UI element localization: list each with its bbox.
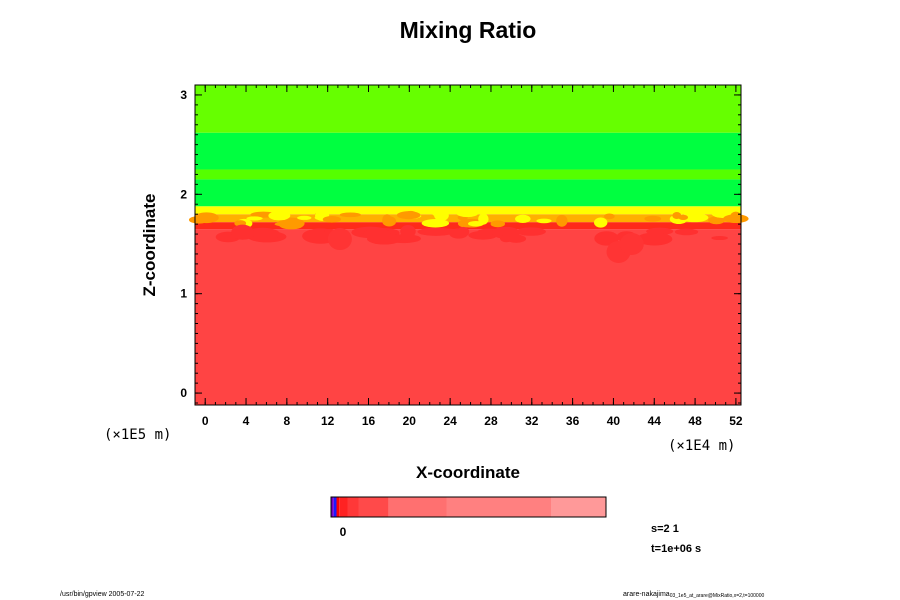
interface-eddy	[711, 236, 728, 241]
interface-eddy	[322, 216, 341, 223]
interface-eddy	[636, 232, 673, 246]
field-layer	[195, 132, 741, 170]
y-axis-label: Z-coordinate	[140, 194, 159, 297]
interface-eddy	[339, 212, 361, 218]
interface-eddy	[457, 219, 472, 228]
y-tick-label: 0	[180, 386, 187, 400]
interface-eddy	[274, 221, 296, 227]
interface-eddy	[194, 212, 219, 224]
x-tick-label: 24	[443, 414, 457, 428]
interface-eddy	[430, 228, 461, 234]
x-scale-label: (×1E4 m)	[668, 438, 735, 454]
x-tick-label: 20	[403, 414, 417, 428]
x-tick-label: 32	[525, 414, 539, 428]
colorbar-segment	[331, 497, 334, 517]
footer-right: arare-nakajima03_1e5_at_arare@MixRatio,x…	[623, 591, 764, 599]
interface-eddy	[231, 227, 256, 240]
interface-eddy	[678, 214, 689, 221]
x-tick-label: 52	[729, 414, 743, 428]
interface-eddy	[268, 211, 291, 221]
colorbar-segment	[339, 497, 348, 517]
interface-eddy	[491, 226, 521, 239]
interface-eddy	[556, 214, 568, 227]
interface-eddy	[730, 211, 742, 221]
x-tick-label: 0	[202, 414, 209, 428]
interface-eddy	[246, 216, 263, 221]
interface-eddy	[405, 210, 417, 218]
x-tick-label: 44	[648, 414, 662, 428]
field-layer	[195, 214, 741, 223]
time-info: t=1e+06 s	[651, 543, 701, 555]
colorbar-segment	[446, 497, 551, 517]
colorbar	[331, 497, 606, 517]
interface-eddy	[490, 220, 506, 228]
interface-eddy	[644, 215, 662, 222]
x-axis-label: X-coordinate	[416, 463, 520, 482]
slice-info: s=2 1	[651, 523, 679, 535]
y-scale-label: (×1E5 m)	[104, 427, 171, 443]
colorbar-zero-label: 0	[340, 525, 347, 539]
x-tick-label: 12	[321, 414, 335, 428]
footer-left: /usr/bin/gpview 2005-07-22	[60, 591, 145, 598]
x-tick-label: 16	[362, 414, 376, 428]
x-tick-label: 40	[607, 414, 621, 428]
interface-eddy	[603, 213, 615, 220]
x-tick-label: 36	[566, 414, 580, 428]
colorbar-segment	[551, 497, 606, 517]
interface-structures	[188, 208, 749, 263]
interface-eddy	[500, 234, 513, 243]
colorbar-segment	[333, 497, 337, 517]
colorbar-segment	[388, 497, 447, 517]
interface-plume	[327, 228, 352, 251]
x-tick-label: 4	[243, 414, 250, 428]
y-tick-label: 2	[180, 187, 187, 201]
plot-area	[195, 85, 741, 405]
interface-eddy	[457, 226, 470, 237]
field-layer	[195, 169, 741, 180]
x-tick-label: 48	[688, 414, 702, 428]
interface-eddy	[421, 219, 450, 228]
footer-right-sub: 03_1e5_at_arare@MixRatio,x=2,t=100000	[670, 593, 765, 599]
interface-eddy	[382, 216, 397, 227]
interface-eddy	[456, 209, 479, 218]
y-tick-label: 3	[180, 88, 187, 102]
field-layer	[195, 229, 741, 405]
x-tick-label: 8	[284, 414, 291, 428]
interface-eddy	[297, 215, 312, 220]
interface-eddy	[516, 227, 546, 236]
footer-right-main: arare-nakajima	[623, 591, 670, 598]
colorbar-frame	[330, 496, 607, 518]
y-tick-label: 1	[180, 287, 187, 301]
interface-eddy	[366, 233, 402, 245]
colorbar-segment	[336, 497, 340, 517]
field-layer	[195, 85, 741, 133]
colorbar-segment	[358, 497, 389, 517]
chart-title: Mixing Ratio	[400, 17, 537, 43]
interface-eddy	[434, 209, 449, 222]
field-layer	[195, 179, 741, 207]
plot-frame	[194, 84, 742, 406]
interface-eddy	[680, 213, 709, 223]
interface-plume	[619, 233, 644, 256]
interface-eddy	[593, 217, 608, 228]
interface-eddy	[708, 216, 725, 225]
interface-eddy	[536, 218, 552, 224]
interface-eddy	[674, 228, 699, 236]
interface-eddy	[515, 214, 531, 224]
x-tick-label: 28	[484, 414, 498, 428]
interface-eddy	[594, 231, 619, 246]
interface-eddy	[467, 220, 484, 227]
colorbar-segment	[347, 497, 359, 517]
